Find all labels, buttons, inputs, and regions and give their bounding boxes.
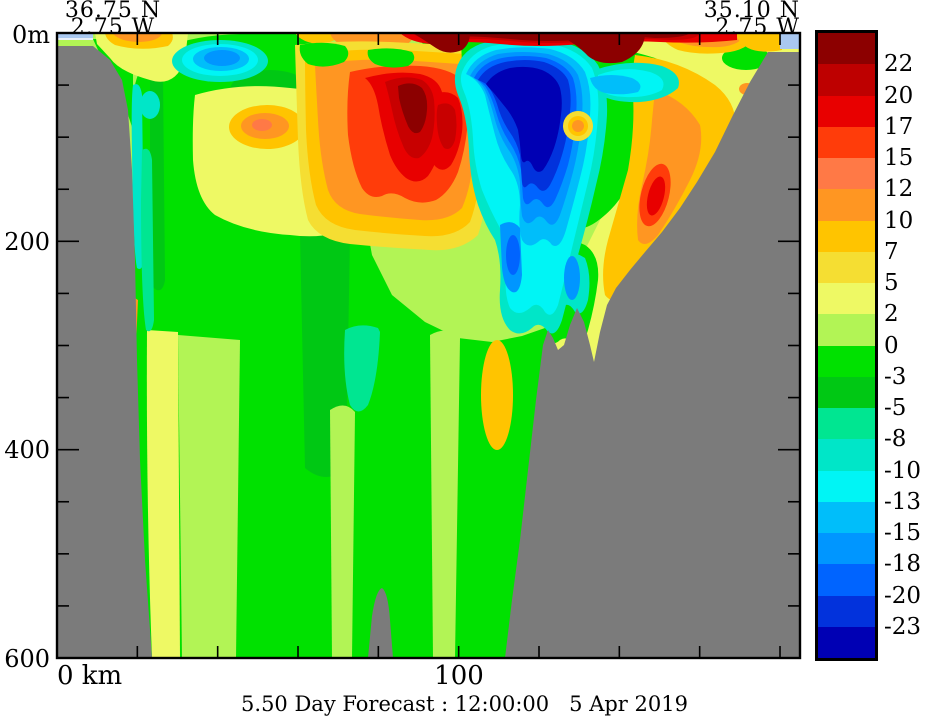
colorbar-segment	[818, 564, 875, 596]
colorbar-label: -5	[884, 395, 907, 421]
axis-ticks	[57, 33, 800, 658]
colorbar-segment	[818, 126, 875, 158]
colorbar-segment	[818, 95, 875, 127]
colorbar-segment	[818, 220, 875, 252]
colorbar-label: 10	[884, 207, 914, 234]
colorbar-label: 22	[884, 51, 914, 78]
section-start-latitude: 36.75 N	[64, 0, 162, 23]
forecast-caption: 5.50 Day Forecast : 12:00:00 5 Apr 2019	[241, 692, 688, 716]
colorbar-segment	[818, 33, 875, 65]
colorbar-label: -15	[884, 520, 922, 546]
seamount	[368, 588, 393, 658]
colorbar-segment	[818, 158, 875, 190]
contour-field	[57, 33, 800, 658]
depth-label-600: 600	[4, 645, 50, 673]
plot-frame	[55, 31, 802, 660]
depth-label-200: 200	[4, 228, 50, 256]
colorbar-label: -13	[884, 488, 922, 515]
colorbar-segment	[818, 470, 875, 502]
colorbar-label: 0	[884, 332, 899, 359]
colorbar-label: -20	[884, 582, 922, 609]
colorbar-label: 12	[884, 176, 914, 203]
colorbar-label: -18	[884, 551, 922, 578]
left-bathymetry	[57, 46, 152, 658]
colorbar-label: 15	[884, 145, 914, 171]
colorbar-label: 2	[884, 301, 899, 328]
colorbar-segment	[818, 345, 875, 377]
colorbar-segment	[818, 314, 875, 346]
colorbar-label: 17	[884, 113, 914, 140]
colorbar-segment	[818, 189, 875, 221]
distance-label-0km: 0 km	[57, 661, 123, 691]
depth-label-400: 400	[4, 436, 50, 464]
colorbar-label: -10	[884, 457, 922, 484]
distance-label-100: 100	[434, 661, 484, 691]
colorbar-segment	[818, 626, 875, 658]
colorbar-segment	[818, 376, 875, 408]
colorbar-segment	[818, 533, 875, 565]
colorbar-label: 7	[884, 238, 899, 265]
colorbar-segment	[818, 64, 875, 96]
colorbar-label: -23	[884, 613, 922, 640]
colorbar-segment	[818, 251, 875, 283]
colorbar-label: 20	[884, 82, 914, 109]
right-bathymetry	[505, 52, 800, 658]
colorbar-label: -3	[884, 363, 907, 390]
depth-label-0m: 0m	[11, 21, 50, 49]
colorbar-label: 5	[884, 270, 899, 296]
colorbar-segment	[818, 283, 875, 315]
colorbar	[815, 30, 878, 661]
colorbar-segment	[818, 439, 875, 471]
colorbar-segment	[818, 595, 875, 627]
colorbar-label: -8	[884, 426, 907, 453]
section-end-latitude: 35.10 N	[703, 0, 800, 23]
colorbar-segment	[818, 501, 875, 533]
colorbar-segment	[818, 408, 875, 440]
